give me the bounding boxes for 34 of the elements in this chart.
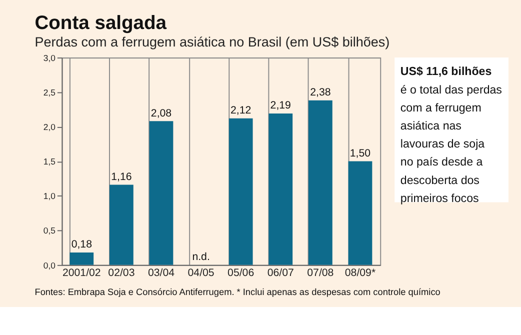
- bar: [70, 252, 94, 265]
- text: n.d.: [192, 251, 210, 264]
- x-tick-label: 04/05: [188, 267, 214, 280]
- x-tick-label: 06/07: [267, 267, 294, 280]
- bar: [268, 114, 293, 265]
- y-tick-label: 0,5: [43, 226, 56, 236]
- x-tick-label: 2001/02: [62, 267, 101, 280]
- data-label: 2,19: [270, 100, 292, 112]
- data-label: 2,08: [150, 107, 172, 120]
- x-tick-label: 05/06: [228, 267, 254, 280]
- data-label: 1,50: [350, 147, 371, 160]
- x-tick-label: 03/04: [148, 267, 175, 280]
- y-tick-label: 2,0: [43, 122, 56, 132]
- x-tick-label: 08/09*: [344, 267, 376, 280]
- bar: [149, 121, 174, 265]
- data-label: 2,12: [230, 104, 252, 117]
- bar: [348, 161, 372, 265]
- bar: [228, 118, 253, 265]
- text: Fontes: Embrapa Soja e Consórcio Antiferrugem. * Inclui apenas as despesas com controle químico: [34, 286, 440, 297]
- data-label: 0,18: [71, 238, 92, 251]
- y-tick-label: 0,0: [43, 260, 56, 270]
- data-label: 2,38: [310, 86, 331, 99]
- bar: [308, 100, 332, 265]
- data-label: 1,16: [111, 170, 132, 183]
- y-tick-label: 1,5: [43, 156, 56, 167]
- x-tick-label: 02/03: [108, 267, 135, 280]
- bar: [110, 184, 134, 265]
- y-tick-label: 1,0: [43, 191, 56, 202]
- chart-title: Conta salgada: [34, 13, 167, 34]
- y-tick-label: 2,5: [43, 87, 56, 98]
- text: US$ 11,6 bilhões é o total das perdas com a ferrugem asiática nas lavouras de soja no país desde a descoberta dos primeiros focos: [400, 66, 502, 205]
- chart-subtitle: Perdas com a ferrugem asiática no Brasil (em US$ bilhões): [34, 34, 390, 50]
- x-tick-label: 07/08: [307, 267, 334, 280]
- y-tick-label: 3,0: [43, 52, 56, 63]
